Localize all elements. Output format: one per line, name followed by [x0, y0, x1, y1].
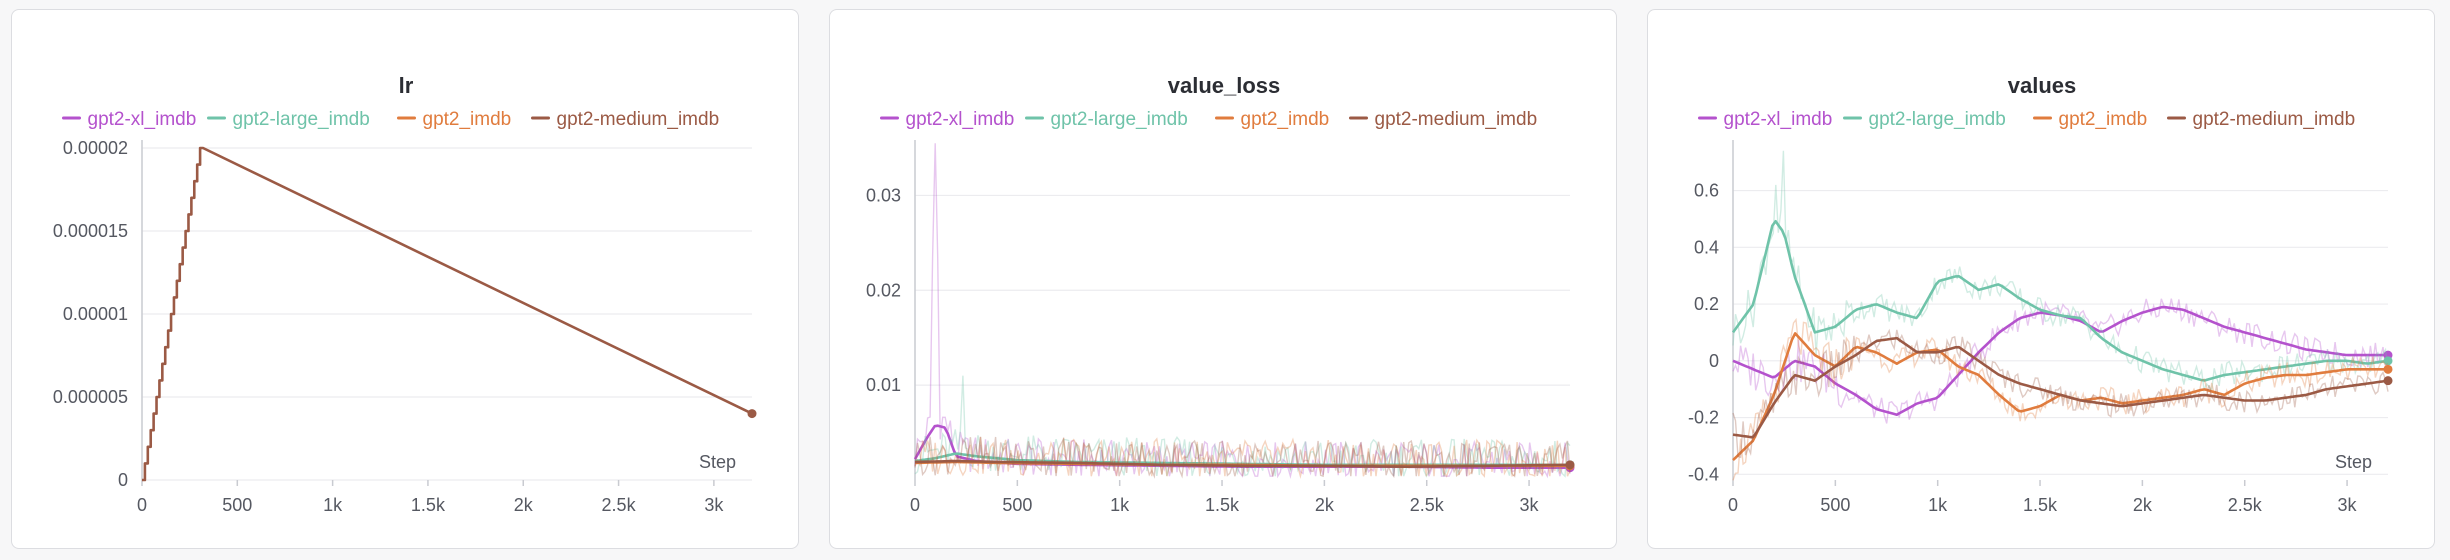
- legend-label: gpt2-xl_imdb: [88, 109, 197, 130]
- chart-value-loss: value_loss gpt2-xl_imdb gpt2-large_imdb gp…: [866, 73, 1575, 515]
- chart-lr: lr gpt2-xl_imdb gpt2-large_imdb gpt2_imdb g…: [53, 73, 757, 515]
- series-line-gpt2-medium_imdb: [1732, 336, 2389, 439]
- legend-label: gpt2-xl_imdb: [1724, 109, 1833, 130]
- x-tick-label: 500: [1002, 495, 1032, 515]
- legend-label: gpt2-xl_imdb: [906, 109, 1015, 130]
- legend-label: gpt2-large_imdb: [233, 109, 370, 130]
- legend-label: gpt2-large_imdb: [1051, 109, 1188, 130]
- series-raw-gpt2-xl_imdb: [914, 143, 1571, 479]
- series-raw-gpt2_imdb: [914, 436, 1571, 479]
- series-line-gpt2-large_imdb: [1731, 219, 2389, 382]
- y-tick-label: -0.2: [1688, 408, 1719, 428]
- x-tick-label: 0: [137, 495, 147, 515]
- x-tick-label: 2k: [514, 495, 534, 515]
- y-tick-label: 0.00001: [63, 304, 128, 324]
- legend-label: gpt2_imdb: [423, 109, 512, 130]
- y-tick-label: 0.00002: [63, 138, 128, 158]
- series-raw-gpt2_imdb: [1732, 317, 2389, 481]
- y-tick-label: 0.000015: [53, 221, 128, 241]
- y-tick-label: 0.03: [866, 185, 901, 205]
- chart-panel-values: values gpt2-xl_imdb gpt2-large_imdb gpt2_i…: [1647, 9, 2435, 549]
- x-tick-label: 3k: [2338, 495, 2358, 515]
- y-tick-label: 0: [1709, 351, 1719, 371]
- x-tick-label: 1.5k: [411, 495, 446, 515]
- y-tick-label: 0.01: [866, 375, 901, 395]
- x-tick-label: 2.5k: [2228, 495, 2263, 515]
- series-line-gpt2-medium_imdb: [142, 146, 753, 482]
- y-tick-label: -0.4: [1688, 464, 1719, 484]
- y-tick-label: 0.02: [866, 280, 901, 300]
- x-tick-label: 0: [1728, 495, 1738, 515]
- legend-label: gpt2_imdb: [1241, 109, 1330, 130]
- chart-title: values: [2008, 73, 2077, 98]
- chart-title: value_loss: [1168, 73, 1281, 98]
- legend-label: gpt2-large_imdb: [1869, 109, 2006, 130]
- series-end-point: [1565, 460, 1575, 470]
- series-raw-gpt2-xl_imdb: [1732, 298, 2389, 424]
- x-tick-label: 2.5k: [1410, 495, 1445, 515]
- x-tick-label: 3k: [1520, 495, 1540, 515]
- y-tick-label: 0: [118, 470, 128, 490]
- x-tick-label: 1.5k: [2023, 495, 2058, 515]
- x-tick-label: 500: [1820, 495, 1850, 515]
- series-end-point: [2383, 364, 2393, 374]
- chart-values: values gpt2-xl_imdb gpt2-large_imdb gpt2_i…: [1688, 73, 2393, 515]
- legend-label: gpt2_imdb: [2059, 109, 2148, 130]
- series-raw-gpt2-large_imdb: [1732, 150, 2389, 393]
- x-axis-label: Step: [699, 452, 736, 472]
- chart-panel-lr: lr gpt2-xl_imdb gpt2-large_imdb gpt2_imdb g…: [11, 9, 799, 549]
- series-raw-gpt2-medium_imdb: [914, 436, 1571, 479]
- x-tick-label: 0: [910, 495, 920, 515]
- x-tick-label: 2.5k: [602, 495, 637, 515]
- legend-label: gpt2-medium_imdb: [557, 109, 720, 130]
- chart-title: lr: [399, 73, 414, 98]
- y-tick-label: 0.6: [1694, 181, 1719, 201]
- x-tick-label: 3k: [704, 495, 724, 515]
- x-axis-label: Step: [2335, 452, 2372, 472]
- legend-label: gpt2-medium_imdb: [2193, 109, 2356, 130]
- x-tick-label: 1.5k: [1205, 495, 1240, 515]
- x-tick-label: 2k: [2133, 495, 2153, 515]
- chart-panel-value-loss: value_loss gpt2-xl_imdb gpt2-large_imdb gp…: [829, 9, 1617, 549]
- series-end-point: [2383, 356, 2393, 366]
- y-tick-label: 0.000005: [53, 387, 128, 407]
- x-tick-label: 2k: [1315, 495, 1335, 515]
- legend-label: gpt2-medium_imdb: [1375, 109, 1538, 130]
- x-tick-label: 1k: [1110, 495, 1130, 515]
- x-tick-label: 1k: [1928, 495, 1948, 515]
- x-tick-label: 1k: [323, 495, 343, 515]
- y-tick-label: 0.2: [1694, 294, 1719, 314]
- series-line-gpt2-medium_imdb: [914, 459, 1571, 469]
- x-tick-label: 500: [222, 495, 252, 515]
- y-tick-label: 0.4: [1694, 237, 1719, 257]
- series-end-point: [2383, 376, 2393, 386]
- series-end-point: [747, 409, 757, 419]
